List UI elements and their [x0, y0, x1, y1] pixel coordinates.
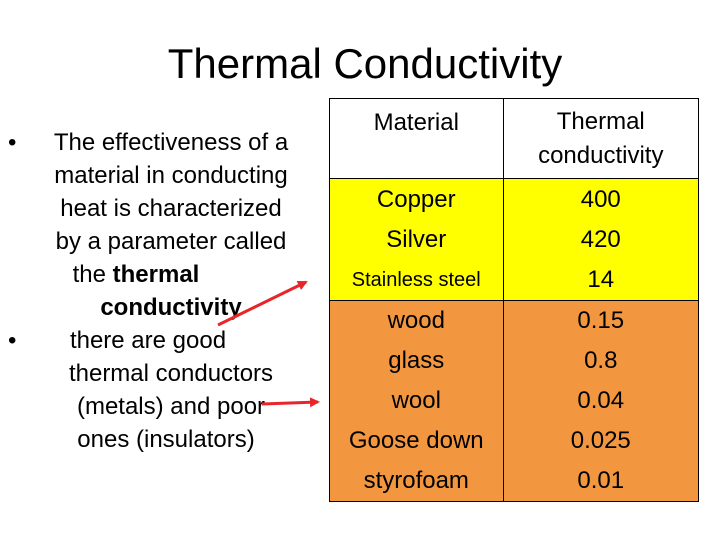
insulators-materials-cell: wood glass wool Goose down styrofoam: [329, 300, 504, 502]
header-conductivity-cell: Thermal conductivity: [502, 98, 700, 179]
header-material-cell: Material: [329, 98, 504, 179]
slide-title: Thermal Conductivity: [167, 40, 563, 87]
conductivity-value: 0.025: [570, 427, 631, 454]
bold-term: conductivity: [100, 294, 242, 321]
bullet-text-line: thermal conductors: [68, 360, 274, 387]
material-name: Silver: [386, 225, 447, 253]
header-material: Material: [373, 109, 459, 136]
bullet-text-line: conductivity: [34, 291, 308, 324]
metals-materials-cell: Copper Silver Stainless steel: [329, 178, 504, 301]
table-header-row: Material Thermal conductivity: [329, 98, 700, 179]
conductivity-value: 0.15: [577, 307, 625, 334]
metals-values-cell: 400 420 14: [502, 178, 700, 301]
bullet-text-line: by a parameter called: [55, 228, 287, 255]
material-name: Stainless steel: [351, 268, 481, 291]
bullet-item-conductors: • there are good thermal conductors (met…: [8, 324, 308, 456]
bold-term: thermal: [112, 261, 200, 288]
material-name: Goose down: [348, 427, 484, 454]
thermal-conductivity-table: Material Thermal conductivity Copper Sil…: [329, 98, 700, 502]
metals-row: Copper Silver Stainless steel 400 420 14: [329, 178, 700, 301]
header-conductivity-line: Thermal: [556, 107, 645, 135]
bullet-text-line: the thermal: [72, 261, 200, 288]
bullet-marker: •: [8, 129, 17, 156]
conductivity-value: 400: [580, 185, 621, 213]
bullet-text-line: heat is characterized: [60, 195, 282, 222]
conductivity-value: 0.04: [577, 387, 625, 414]
bullet-text-line: (metals) and poor: [76, 393, 266, 420]
material-name: styrofoam: [363, 467, 469, 494]
bullet-item-thermal-conductivity: • The effectiveness of a material in con…: [8, 126, 308, 324]
material-name: Copper: [376, 185, 456, 213]
insulators-row: wood glass wool Goose down styrofoam 0.1…: [329, 300, 700, 502]
material-name: wool: [391, 387, 441, 414]
material-name: wood: [387, 307, 445, 334]
conductivity-value: 0.8: [584, 347, 618, 374]
insulators-values-cell: 0.15 0.8 0.04 0.025 0.01: [502, 300, 700, 502]
bullet-text-line: there are good: [69, 327, 227, 354]
conductivity-value: 0.01: [577, 467, 625, 494]
conductivity-value: 14: [587, 265, 615, 293]
bullet-marker: •: [8, 327, 17, 354]
bullet-text-line: The effectiveness of a: [53, 129, 289, 156]
header-conductivity-line: conductivity: [538, 141, 664, 169]
bullet-text-line: ones (insulators): [77, 426, 255, 453]
bullet-text-line: material in conducting: [54, 162, 288, 189]
conductivity-value: 420: [580, 225, 621, 253]
material-name: glass: [388, 347, 445, 374]
bullet-list: • The effectiveness of a material in con…: [8, 126, 308, 456]
